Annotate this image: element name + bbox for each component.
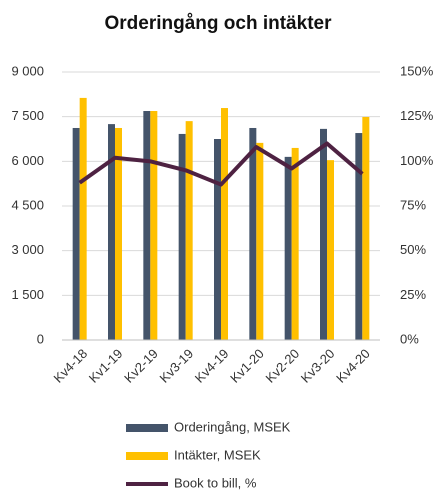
x-tick-label: Kv4-19	[192, 346, 232, 386]
bar	[249, 127, 257, 340]
y-tick-label: 7 500	[11, 108, 44, 123]
y2-tick-label: 125%	[400, 108, 434, 123]
bar	[256, 142, 264, 340]
y2-tick-label: 75%	[400, 197, 426, 212]
y-tick-label: 1 500	[11, 287, 44, 302]
legend-swatch	[126, 424, 168, 432]
x-tick-label: Kv1-20	[227, 346, 267, 386]
y2-tick-label: 100%	[400, 153, 434, 168]
bar	[178, 133, 186, 340]
y-tick-label: 9 000	[11, 63, 44, 78]
bar	[291, 147, 299, 340]
x-tick-label: Kv1-19	[86, 346, 126, 386]
y-tick-label: 6 000	[11, 153, 44, 168]
x-tick-label: Kv2-20	[262, 346, 302, 386]
legend-swatch	[126, 452, 168, 460]
legend-label: Intäkter, MSEK	[174, 447, 261, 462]
y2-tick-label: 150%	[400, 63, 434, 78]
bar	[320, 128, 327, 340]
bar	[362, 116, 370, 340]
x-tick-label: Kv4-18	[50, 346, 90, 386]
bar	[355, 133, 363, 340]
x-tick-label: Kv4-20	[333, 346, 373, 386]
y-tick-label: 4 500	[11, 197, 44, 212]
legend-label: Book to bill, %	[174, 475, 257, 490]
bar	[221, 108, 228, 340]
y2-tick-label: 25%	[400, 287, 426, 302]
bar	[72, 127, 80, 340]
y2-tick-label: 0%	[400, 331, 419, 346]
bar	[143, 111, 151, 341]
bar	[115, 127, 122, 340]
bar	[214, 139, 221, 340]
x-tick-label: Kv2-19	[121, 346, 161, 386]
y2-tick-label: 50%	[400, 242, 426, 257]
bar	[327, 160, 334, 340]
y-tick-label: 0	[37, 331, 44, 346]
bar	[108, 124, 115, 340]
y-tick-label: 3 000	[11, 242, 44, 257]
bar	[185, 121, 193, 340]
bar	[79, 97, 87, 340]
x-tick-label: Kv3-19	[156, 346, 196, 386]
chart-title: Orderingång och intäkter	[105, 13, 333, 34]
legend-label: Orderingång, MSEK	[174, 419, 291, 434]
bar	[150, 111, 158, 341]
line-series	[78, 141, 364, 187]
x-tick-label: Kv3-20	[298, 346, 338, 386]
bar	[284, 156, 292, 340]
